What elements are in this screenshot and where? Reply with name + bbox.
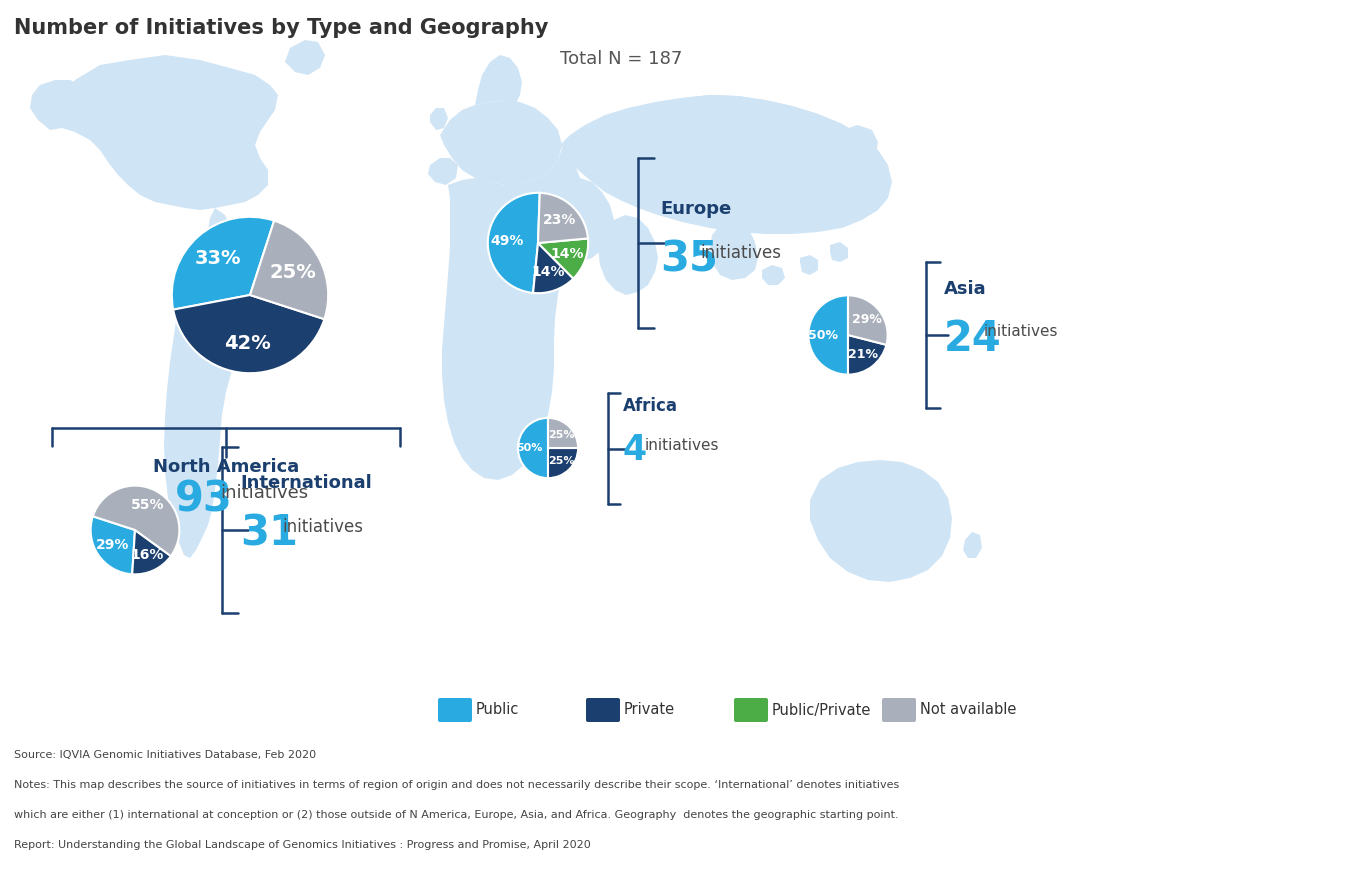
Wedge shape <box>538 238 588 279</box>
Text: 49%: 49% <box>491 234 523 248</box>
Wedge shape <box>848 335 887 375</box>
Text: International: International <box>241 474 372 492</box>
Text: initiatives: initiatives <box>283 518 362 536</box>
Text: 31: 31 <box>241 512 297 554</box>
Text: 4: 4 <box>623 433 648 467</box>
Text: Source: IQVIA Genomic Initiatives Database, Feb 2020: Source: IQVIA Genomic Initiatives Databa… <box>14 750 316 760</box>
FancyBboxPatch shape <box>585 698 621 722</box>
Text: 24: 24 <box>944 318 1002 360</box>
Text: which are either (1) international at conception or (2) those outside of N Ameri: which are either (1) international at co… <box>14 810 899 820</box>
Text: 14%: 14% <box>550 246 584 261</box>
Wedge shape <box>538 193 588 243</box>
Wedge shape <box>488 193 539 293</box>
Wedge shape <box>132 530 170 574</box>
Text: Total N = 187: Total N = 187 <box>560 50 683 68</box>
Wedge shape <box>808 296 848 375</box>
Polygon shape <box>800 255 818 275</box>
Text: initiatives: initiatives <box>700 244 781 262</box>
Polygon shape <box>598 215 658 295</box>
Text: 16%: 16% <box>130 548 164 562</box>
Polygon shape <box>830 242 848 262</box>
Polygon shape <box>763 265 786 285</box>
Polygon shape <box>442 148 581 480</box>
Wedge shape <box>518 418 548 478</box>
Text: 29%: 29% <box>853 313 883 327</box>
Text: Europe: Europe <box>660 200 731 218</box>
Text: 21%: 21% <box>848 348 877 361</box>
Text: Africa: Africa <box>623 397 677 415</box>
Text: 23%: 23% <box>542 213 576 228</box>
Text: Notes: This map describes the source of initiatives in terms of region of origin: Notes: This map describes the source of … <box>14 780 899 790</box>
Polygon shape <box>552 178 614 262</box>
Polygon shape <box>30 80 80 130</box>
Wedge shape <box>848 296 888 345</box>
Text: 50%: 50% <box>808 329 838 341</box>
Polygon shape <box>560 95 892 234</box>
Polygon shape <box>710 220 758 280</box>
Text: Public/Private: Public/Private <box>772 703 872 717</box>
Polygon shape <box>642 95 875 220</box>
Text: Private: Private <box>625 703 675 717</box>
Text: initiatives: initiatives <box>220 484 308 502</box>
Polygon shape <box>963 532 982 558</box>
Wedge shape <box>548 448 579 478</box>
Wedge shape <box>548 418 579 448</box>
Text: Report: Understanding the Global Landscape of Genomics Initiatives : Progress an: Report: Understanding the Global Landsca… <box>14 840 591 850</box>
Text: 35: 35 <box>660 238 718 280</box>
Text: 42%: 42% <box>223 334 270 353</box>
Text: 25%: 25% <box>548 456 575 466</box>
Text: initiatives: initiatives <box>645 438 719 453</box>
FancyBboxPatch shape <box>882 698 917 722</box>
Wedge shape <box>250 221 329 319</box>
FancyBboxPatch shape <box>438 698 472 722</box>
Text: 25%: 25% <box>270 263 316 282</box>
Text: 33%: 33% <box>195 249 241 268</box>
Polygon shape <box>810 460 952 582</box>
Text: 93: 93 <box>174 478 233 520</box>
Text: Not available: Not available <box>919 703 1017 717</box>
Polygon shape <box>208 208 230 240</box>
Text: North America: North America <box>153 458 299 476</box>
Text: 50%: 50% <box>516 443 542 453</box>
Polygon shape <box>831 125 877 172</box>
Polygon shape <box>50 55 279 210</box>
Text: 14%: 14% <box>531 265 565 280</box>
Text: Public: Public <box>476 703 519 717</box>
Text: 25%: 25% <box>548 430 575 439</box>
Polygon shape <box>475 55 522 105</box>
Text: initiatives: initiatives <box>984 324 1059 339</box>
Wedge shape <box>533 243 573 293</box>
Polygon shape <box>439 100 562 185</box>
Polygon shape <box>429 158 458 185</box>
Polygon shape <box>164 232 262 558</box>
Text: 29%: 29% <box>96 538 128 553</box>
Text: Asia: Asia <box>944 280 987 298</box>
Polygon shape <box>430 108 448 130</box>
Wedge shape <box>173 295 324 373</box>
Text: 55%: 55% <box>131 498 164 513</box>
Wedge shape <box>91 516 135 574</box>
Polygon shape <box>285 40 324 75</box>
Text: Number of Initiatives by Type and Geography: Number of Initiatives by Type and Geogra… <box>14 18 549 38</box>
FancyBboxPatch shape <box>734 698 768 722</box>
Wedge shape <box>172 217 274 310</box>
Wedge shape <box>93 486 180 556</box>
